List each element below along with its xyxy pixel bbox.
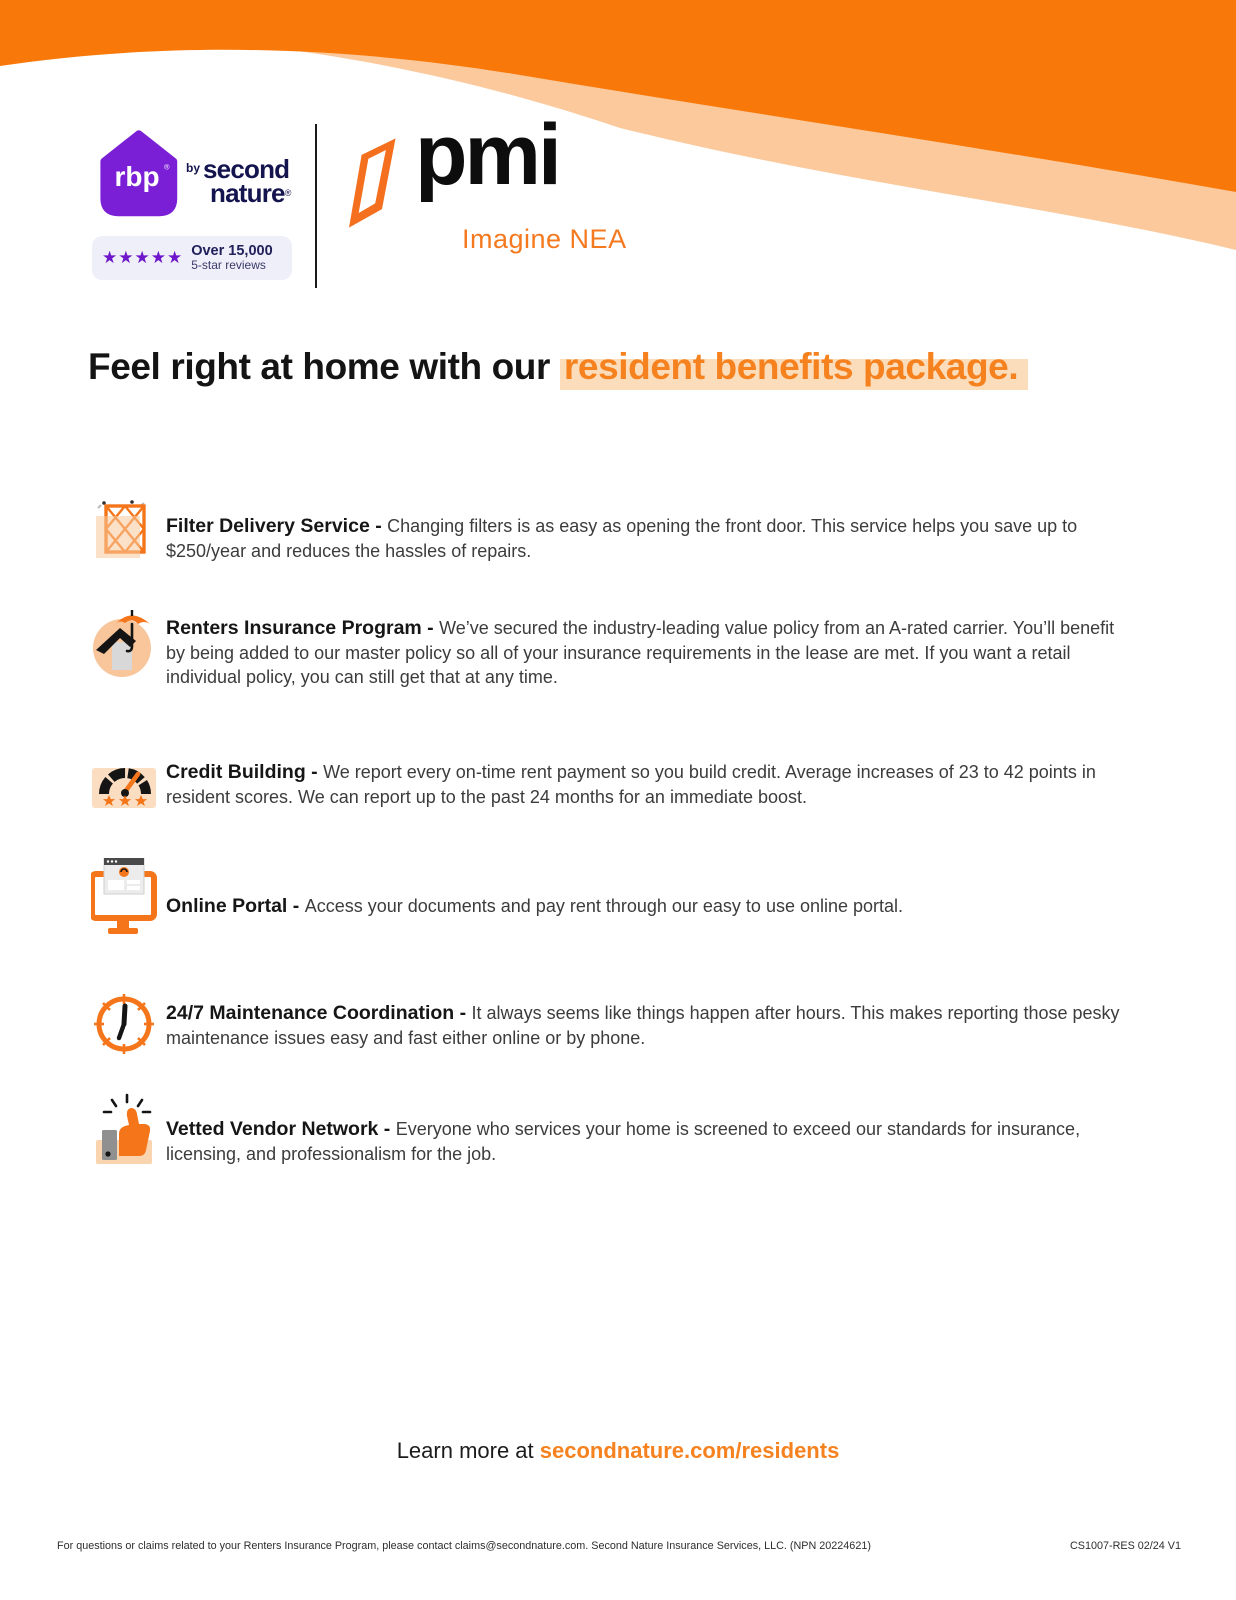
registered-mark: ® (284, 187, 292, 198)
learn-more-link[interactable]: secondnature.com/residents (539, 1438, 840, 1463)
benefit-filter-delivery: Filter Delivery Service - Changing filte… (86, 496, 1136, 581)
benefit-maintenance: 24/7 Maintenance Coordination - It alway… (86, 983, 1136, 1068)
credit-gauge-icon (86, 746, 162, 810)
learn-more-prefix: Learn more at (396, 1438, 540, 1463)
benefit-renters-insurance: Renters Insurance Program - We’ve secure… (86, 598, 1136, 708)
rbp-logo: rbp ® (100, 130, 178, 217)
headline-prefix: Feel right at home with our (88, 346, 560, 387)
fine-print-left: For questions or claims related to your … (57, 1540, 871, 1552)
reviews-caption: 5-star reviews (191, 258, 266, 273)
reviews-badge: ★★★★★ Over 15,000 5-star reviews (92, 236, 292, 280)
pmi-wordmark: pmi (415, 107, 562, 203)
top-wave-graphic (0, 0, 1236, 250)
fine-print: For questions or claims related to your … (57, 1540, 1181, 1552)
thumbs-up-icon (86, 1092, 162, 1164)
five-stars-icon: ★★★★★ (102, 248, 184, 267)
clock-icon (86, 988, 162, 1056)
nature-label: nature® (210, 177, 292, 208)
benefit-text: Renters Insurance Program - We’ve secure… (166, 617, 1115, 687)
logo-divider (315, 124, 317, 288)
benefit-vendor-network: Vetted Vendor Network - Everyone who ser… (86, 1093, 1136, 1184)
learn-more-line: Learn more at secondnature.com/residents (0, 1438, 1236, 1464)
reviews-count: Over 15,000 (191, 242, 273, 259)
by-label: by (186, 161, 201, 175)
benefit-text: Credit Building - We report every on-tim… (166, 761, 1096, 807)
benefit-credit-building: Credit Building - We report every on-tim… (86, 742, 1136, 827)
air-filter-icon (86, 500, 162, 560)
umbrella-house-icon (86, 604, 162, 678)
headline-highlight: resident benefits package. (559, 346, 1029, 392)
fine-print-right: CS1007-RES 02/24 V1 (1069, 1540, 1181, 1552)
benefit-text: Filter Delivery Service - Changing filte… (166, 515, 1078, 561)
second-label: second (203, 154, 290, 184)
benefit-text: Vetted Vendor Network - Everyone who ser… (166, 1118, 1081, 1164)
pmi-tagline: Imagine NEA (462, 224, 627, 254)
svg-text:®: ® (164, 163, 170, 172)
benefit-online-portal: Online Portal - Access your documents an… (86, 858, 1136, 937)
online-portal-icon (86, 858, 162, 942)
svg-text:rbp: rbp (114, 161, 159, 192)
second-nature-wordmark: by second nature® (186, 154, 292, 208)
benefit-text: Online Portal - Access your documents an… (166, 895, 904, 917)
pmi-logo-mark (349, 138, 396, 228)
benefit-text: 24/7 Maintenance Coordination - It alway… (166, 1002, 1120, 1048)
page-title: Feel right at home with our resident ben… (88, 346, 1188, 392)
